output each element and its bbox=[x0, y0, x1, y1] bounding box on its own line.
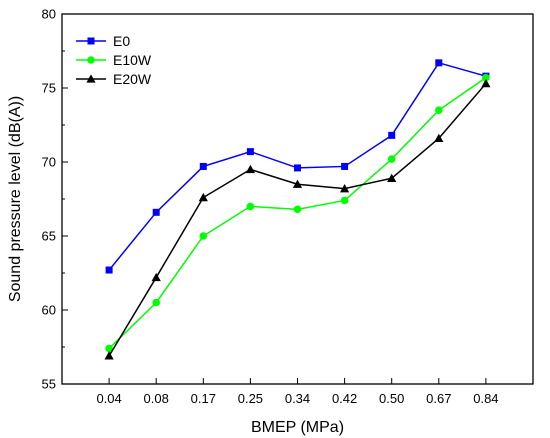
x-tick-label: 0.04 bbox=[96, 391, 121, 406]
data-point-e20w bbox=[151, 272, 161, 282]
legend-label: E0 bbox=[113, 33, 130, 49]
data-point-e10w bbox=[199, 232, 208, 240]
data-point-e0 bbox=[199, 162, 207, 170]
data-point-e10w bbox=[293, 205, 302, 214]
y-tick-label: 55 bbox=[42, 377, 56, 392]
data-point-e0 bbox=[435, 59, 443, 67]
x-tick-label: 0.34 bbox=[285, 391, 310, 406]
data-point-e0 bbox=[294, 164, 301, 172]
legend-label: E20W bbox=[113, 71, 152, 87]
legend-marker bbox=[86, 74, 96, 83]
data-point-e10w bbox=[246, 202, 255, 211]
y-tick-label: 65 bbox=[42, 229, 56, 244]
x-tick-label: 0.25 bbox=[238, 391, 263, 406]
data-point-e0 bbox=[246, 148, 254, 156]
legend-marker bbox=[87, 37, 95, 45]
legend-marker bbox=[87, 56, 95, 64]
data-point-e10w bbox=[482, 73, 490, 82]
y-tick-label: 75 bbox=[42, 81, 56, 96]
x-tick-label: 0.08 bbox=[144, 391, 169, 406]
data-point-e0 bbox=[341, 162, 349, 170]
x-tick-label: 0.42 bbox=[332, 391, 357, 406]
data-point-e20w bbox=[104, 351, 114, 360]
axis-ticks: 0.04 0.08 0.17 0.25 0.34 0.42 0.50 0.67 0.84 55 60… bbox=[42, 7, 499, 407]
y-tick-label: 60 bbox=[42, 303, 56, 318]
data-point-e20w bbox=[292, 179, 303, 188]
x-tick-label: 0.84 bbox=[473, 391, 498, 406]
data-point-e10w bbox=[105, 344, 113, 353]
data-point-e20w bbox=[198, 192, 208, 202]
data-point-e0 bbox=[105, 266, 113, 274]
data-point-e0 bbox=[152, 208, 160, 216]
data-point-e20w bbox=[387, 173, 397, 182]
data-point-e10w bbox=[387, 155, 396, 163]
data-point-e20w bbox=[434, 133, 444, 142]
series-group bbox=[104, 59, 491, 360]
x-axis-title: BMEP (MPa) bbox=[251, 419, 344, 436]
series-line-e20w bbox=[108, 83, 487, 357]
x-tick-label: 0.67 bbox=[426, 391, 451, 406]
data-point-e20w bbox=[481, 78, 491, 88]
data-point-e0 bbox=[388, 131, 396, 139]
y-tick-label: 70 bbox=[42, 155, 56, 170]
data-point-e10w bbox=[435, 106, 443, 114]
legend: E0 E10W E20W bbox=[76, 33, 152, 87]
data-point-e20w bbox=[245, 164, 255, 174]
data-point-e20w bbox=[340, 184, 350, 193]
y-axis-title: Sound pressure level (dB(A)) bbox=[7, 96, 24, 302]
data-point-e10w bbox=[152, 298, 160, 307]
y-tick-label: 80 bbox=[42, 7, 56, 22]
x-tick-label: 0.17 bbox=[191, 391, 216, 406]
legend-label: E10W bbox=[113, 52, 152, 68]
data-point-e10w bbox=[340, 196, 349, 205]
x-tick-label: 0.50 bbox=[379, 391, 404, 406]
